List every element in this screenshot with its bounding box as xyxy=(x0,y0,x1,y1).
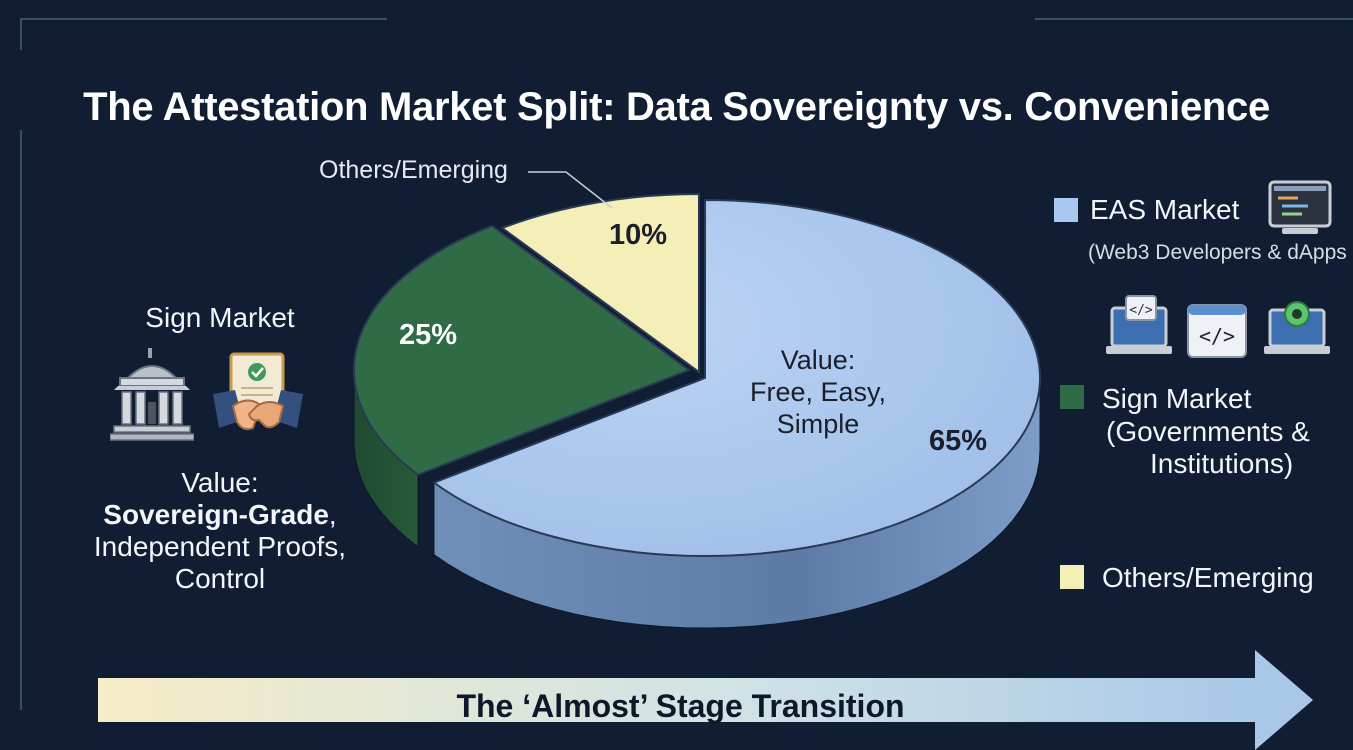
pie-chart xyxy=(353,171,1041,629)
frame-left-rail xyxy=(20,130,22,710)
handshake-certificate-icon xyxy=(213,352,303,431)
svg-text:</>: </> xyxy=(1129,303,1153,318)
legend-swatch-eas xyxy=(1054,198,1078,222)
sign-value-line2: Independent Proofs, xyxy=(93,531,347,562)
gear-laptop-icon xyxy=(1264,301,1330,354)
legend-sign-line2: (Governments & xyxy=(1106,416,1310,447)
slice-label-sign: 25% xyxy=(399,319,458,351)
eas-value-line2: Free, Easy, xyxy=(749,377,887,407)
pie-tops xyxy=(353,192,1041,557)
legend-label-others: Others/Emerging xyxy=(1102,562,1314,593)
code-monitor-icon xyxy=(1268,180,1332,234)
sign-value-bold-line: Sovereign-Grade, xyxy=(70,499,370,531)
legend-sign-line1: Sign Market xyxy=(1102,383,1252,414)
frame-top-left xyxy=(20,18,387,50)
government-building-icon xyxy=(110,348,194,441)
code-laptop-icon: </> xyxy=(1106,295,1172,354)
svg-text:</>: </> xyxy=(1199,324,1235,348)
eas-value-text: Value: Free, Easy, Simple xyxy=(718,344,918,440)
eas-value-line3: Simple xyxy=(776,409,860,439)
legend-swatch-sign xyxy=(1060,385,1084,409)
legend-swatch-others xyxy=(1060,565,1084,589)
slice-label-eas: 65% xyxy=(929,425,988,457)
sign-value-comma: , xyxy=(328,499,337,530)
sign-value-label: Value: xyxy=(181,467,259,498)
slice-label-others: 10% xyxy=(609,219,668,251)
transition-banner xyxy=(98,678,1263,722)
callout-leader-line xyxy=(528,171,613,209)
sign-value-bold: Sovereign-Grade xyxy=(103,499,329,530)
legend-sub-eas: (Web3 Developers & dApps xyxy=(1088,241,1347,264)
eas-value-line1: Value: xyxy=(780,345,856,375)
banner-arrow-head xyxy=(1255,650,1313,750)
frame-top-right xyxy=(1035,18,1353,20)
sign-value-line3: Control xyxy=(174,563,266,594)
legend-sign-line3: Institutions) xyxy=(1150,448,1294,479)
page-title: The Attestation Market Split: Data Sover… xyxy=(83,84,1270,129)
sign-market-heading: Sign Market xyxy=(145,302,295,333)
banner-text: The ‘Almost’ Stage Transition xyxy=(456,688,905,724)
code-window-icon: </> xyxy=(1187,304,1247,358)
pie-slice-others-emerging xyxy=(500,192,700,374)
pie-slice-sign-market xyxy=(353,224,692,476)
callout-others: Others/Emerging xyxy=(319,156,508,184)
pie-slice-eas-market xyxy=(431,198,1041,557)
legend-label-eas: EAS Market xyxy=(1090,194,1240,225)
